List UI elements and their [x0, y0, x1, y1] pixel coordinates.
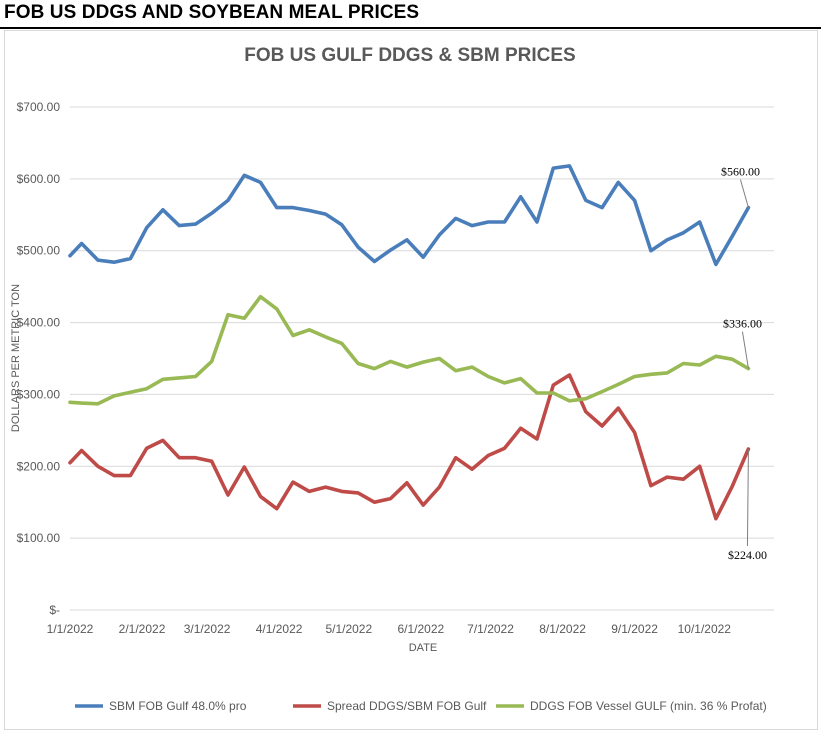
legend-label: SBM FOB Gulf 48.0% pro: [109, 699, 247, 713]
chart-frame: [4, 30, 818, 730]
data-label-leader: [746, 449, 749, 547]
y-axis-tick-labels: $- $100.00 $200.00 $300.00 $400.00 $500.00 $60…: [17, 100, 61, 617]
y-tick-label: $100.00: [17, 531, 61, 545]
x-tick-label: 5/1/2022: [325, 622, 372, 636]
y-tick-label: $200.00: [17, 459, 61, 473]
series-line-3: [68, 294, 751, 406]
x-axis-tick-labels: 1/1/2022 2/1/2022 3/1/2022 4/1/2022 5/1/2022…: [47, 622, 732, 636]
data-label-leader: [741, 331, 749, 369]
chart-title: FOB US GULF DDGS & SBM PRICES: [244, 45, 575, 66]
x-tick-label: 1/1/2022: [47, 622, 94, 636]
y-tick-label: $400.00: [17, 316, 61, 330]
x-tick-label: 8/1/2022: [539, 622, 586, 636]
x-tick-label: 9/1/2022: [611, 622, 658, 636]
legend-label: DDGS FOB Vessel GULF (min. 36 % Profat): [530, 699, 767, 713]
x-tick-label: 7/1/2022: [467, 622, 514, 636]
y-tick-label: $700.00: [17, 100, 61, 114]
data-labels: $560.00 $336.00 $224.00: [721, 165, 767, 562]
series-line-1: [68, 164, 751, 267]
x-tick-label: 4/1/2022: [256, 622, 303, 636]
legend: SBM FOB Gulf 48.0% pro Spread DDGS/SBM FO…: [75, 699, 767, 713]
end-value-label: $336.00: [723, 317, 762, 331]
y-tick-label: $500.00: [17, 244, 61, 258]
y-tick-label: $300.00: [17, 387, 61, 401]
x-tick-label: 10/1/2022: [678, 622, 732, 636]
x-axis-title: DATE: [409, 642, 438, 654]
y-tick-label: $600.00: [17, 172, 61, 186]
x-tick-label: 3/1/2022: [184, 622, 231, 636]
legend-label: Spread DDGS/SBM FOB Gulf: [327, 699, 487, 713]
y-axis-title: DOLLARS PER METRIC TON: [10, 284, 22, 432]
data-label-leader: [739, 179, 749, 208]
y-tick-label: $-: [49, 603, 60, 617]
page-heading: FOB US DDGS AND SOYBEAN MEAL PRICES: [4, 2, 420, 23]
end-value-label: $560.00: [721, 165, 760, 179]
heading-rule: [0, 27, 821, 29]
gridlines: [70, 106, 774, 611]
series-lines: [68, 164, 751, 521]
series-line-2: [68, 373, 751, 521]
end-value-label: $224.00: [728, 548, 767, 562]
x-tick-label: 2/1/2022: [119, 622, 166, 636]
x-tick-label: 6/1/2022: [397, 622, 444, 636]
